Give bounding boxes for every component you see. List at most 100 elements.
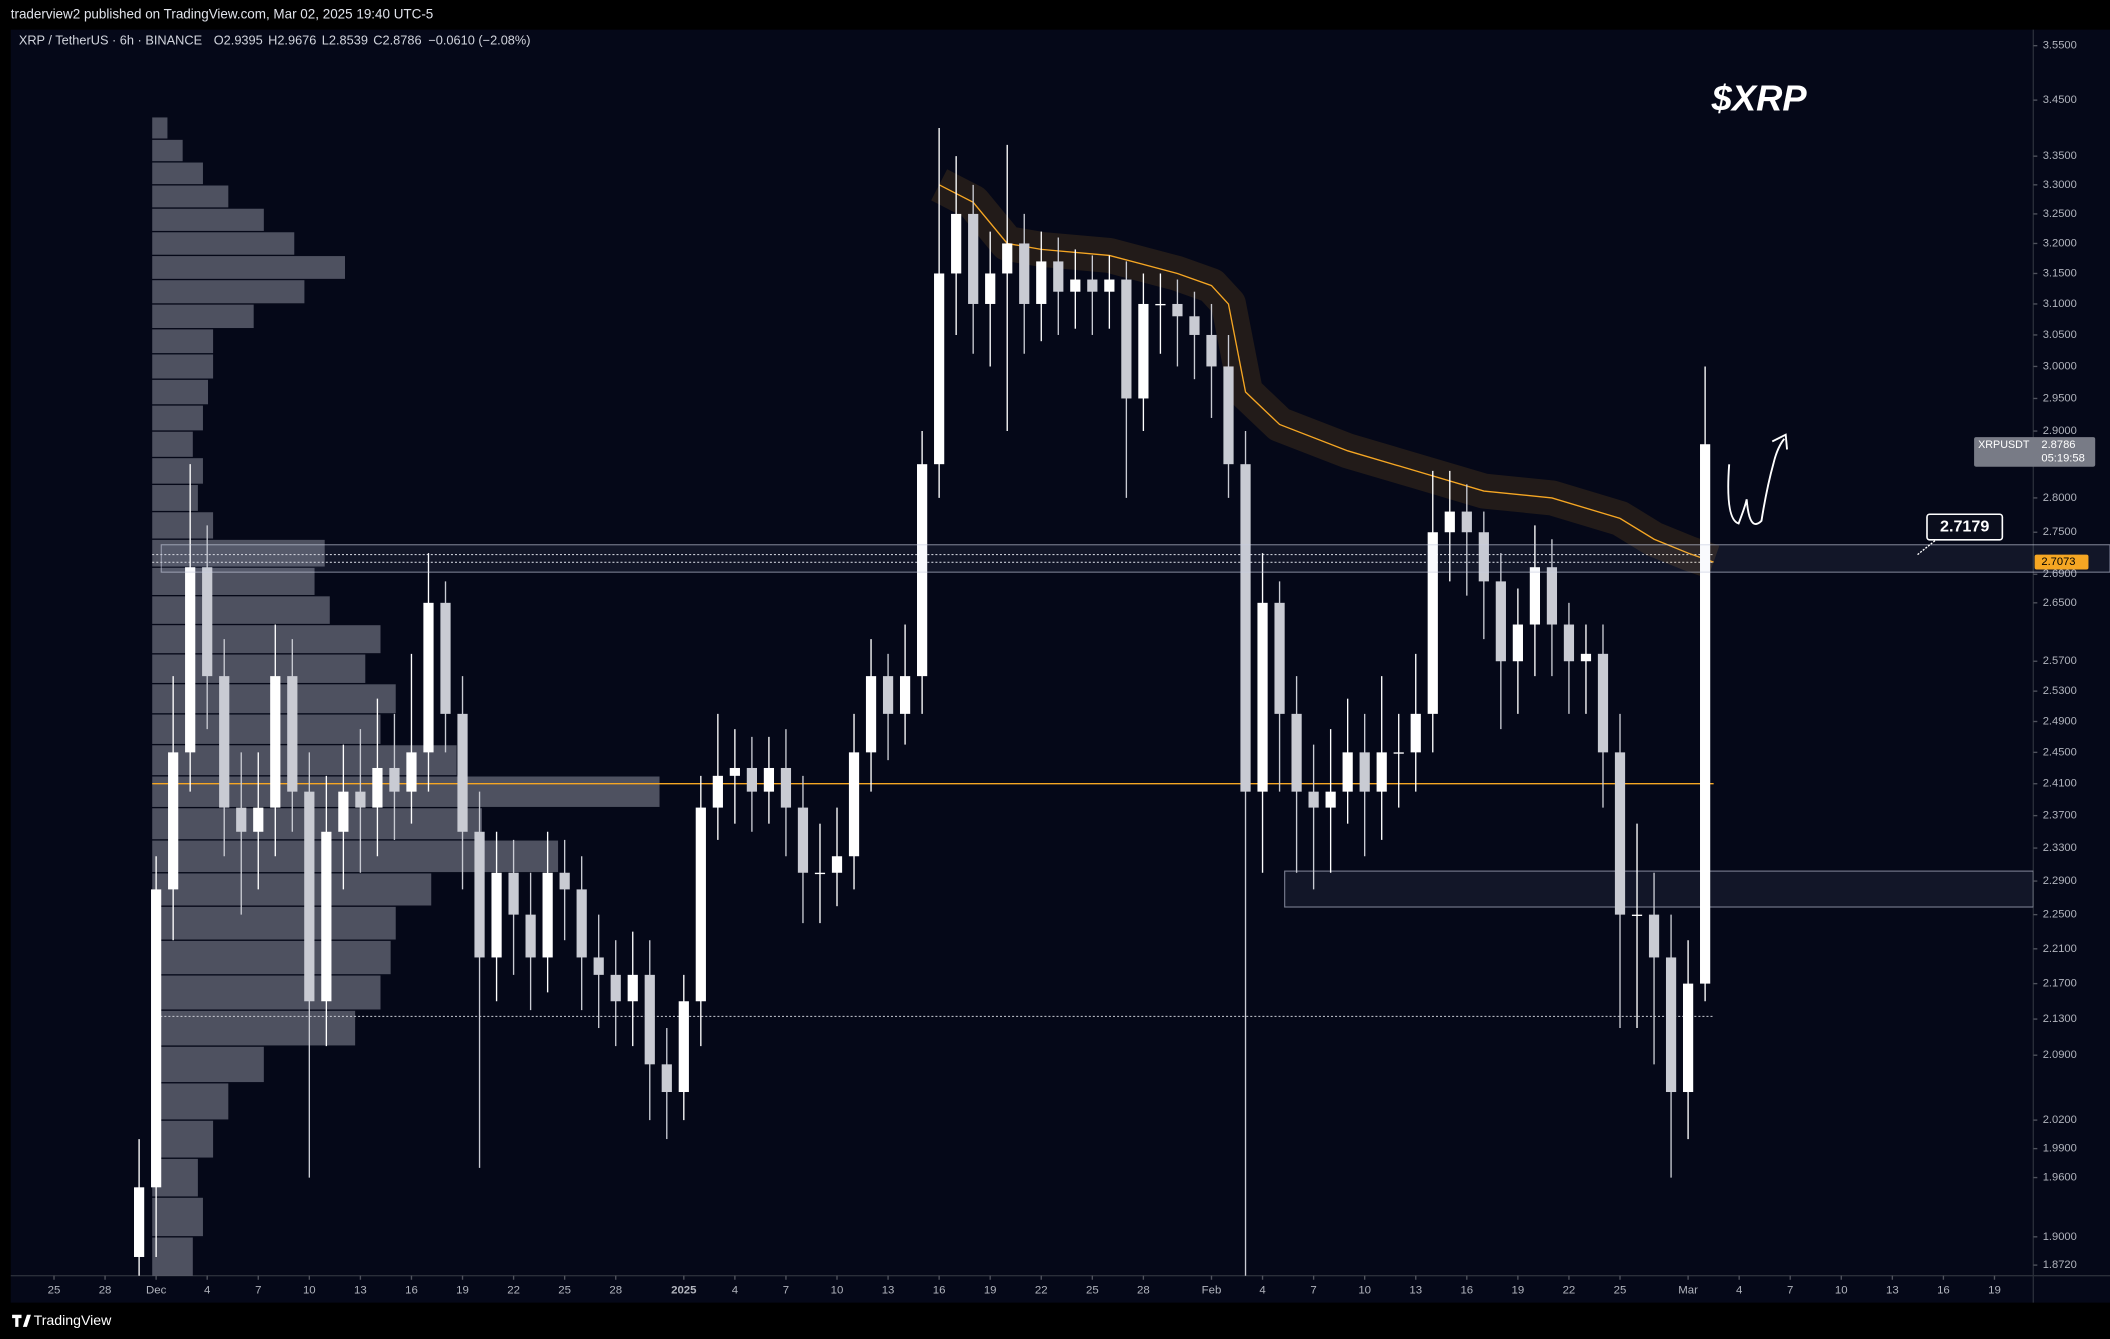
candle-body [934,273,945,465]
x-tick-label: 22 [1035,1285,1048,1297]
ohlc-value: 2.9395 [224,33,263,48]
x-tick-label: 25 [558,1285,571,1297]
x-tick-label: 19 [456,1285,469,1297]
candle-body [576,889,587,958]
candle-body [593,957,604,975]
volume-profile-bar [152,512,214,539]
candle-body [831,856,843,873]
candle-body [1427,532,1438,714]
candle-body [1155,303,1166,306]
y-tick-label: 2.2900 [2043,875,2077,887]
x-tick-label: Mar [1678,1285,1698,1297]
candle-body [1070,279,1081,292]
y-tick-label: 1.8720 [2043,1259,2077,1271]
volume-profile-bar [152,162,203,185]
volume-profile-bar [152,1197,203,1237]
volume-profile-bar [152,117,168,139]
volume-profile-bar [152,304,254,329]
candle-body [1495,581,1506,662]
x-tick-label: 25 [1614,1285,1627,1297]
y-tick-label: 2.5300 [2043,685,2077,697]
chart-title: $XRP [1711,78,1808,119]
y-tick-label: 2.7500 [2043,526,2077,538]
candle-body [253,807,264,832]
y-tick-label: 2.4100 [2043,778,2077,790]
y-tick-label: 2.0200 [2043,1114,2077,1126]
candle-body [1563,624,1575,662]
x-tick-label: 22 [1563,1285,1576,1297]
volume-profile-bar [152,485,198,511]
candle-body [1189,316,1200,335]
y-tick-label: 3.1000 [2043,298,2077,310]
countdown: 05:19:58 [2041,453,2084,465]
candle-body [525,914,536,958]
volume-profile-bar [152,1083,229,1120]
x-tick-label: 4 [1259,1285,1266,1297]
vwap-price-value: 2.7073 [2041,556,2075,568]
tv-logo [12,1314,31,1327]
candle-body [780,767,792,808]
y-tick-label: 2.4900 [2043,715,2077,727]
candle-body [423,602,434,753]
volume-profile-bar [152,431,193,457]
candle-body [270,676,281,808]
candle-body [321,831,332,1002]
x-tick-label: 4 [1736,1285,1743,1297]
candle-body [508,872,519,915]
candle-body [457,713,468,832]
volume-profile-bar [152,280,305,304]
candle-body [474,831,485,958]
volume-profile-bar [152,139,183,162]
y-tick-label: 3.2500 [2043,208,2077,220]
candle-body [968,213,979,304]
candle-body [882,676,894,714]
candle-body [1291,713,1302,792]
x-tick-label: 10 [303,1285,316,1297]
x-tick-label: 25 [48,1285,61,1297]
candle-body [951,213,962,274]
candle-body [440,602,451,714]
candle-body [1580,653,1592,662]
candle-body [1325,791,1336,808]
x-tick-label: 19 [984,1285,997,1297]
y-tick-label: 2.5700 [2043,655,2077,667]
y-tick-label: 2.2500 [2043,909,2077,921]
candle-body [491,872,502,958]
candle-body [746,767,758,792]
candle-body [1121,279,1132,399]
symbol: XRP / TetherUS · 6h · BINANCE [19,33,202,48]
candle-body [1444,511,1455,533]
candle-body [389,767,400,792]
x-tick-label: 25 [1086,1285,1099,1297]
candle-body [814,872,826,875]
ohlc-key: C [373,33,382,48]
y-tick-label: 2.0900 [2043,1049,2077,1061]
volume-profile-bar [152,808,482,840]
candle-body [1019,243,1030,304]
candle-body [1410,713,1421,753]
ohlc-value: 2.9676 [277,33,316,48]
x-tick-label: 7 [255,1285,261,1297]
volume-profile-bar [152,232,295,255]
candle-body [151,889,162,1188]
volume-profile-bar [152,458,203,484]
candle-body [695,807,706,1002]
candle-body [1614,752,1626,915]
candle-body [985,273,996,304]
candle-body [287,676,298,792]
volume-profile-bar [152,776,660,807]
footer: TradingView [12,1312,112,1328]
x-tick-label: 16 [1937,1285,1950,1297]
candle-body [610,974,621,1002]
candle-body [1342,752,1353,792]
y-tick-label: 1.9000 [2043,1231,2077,1243]
candle-body [729,767,740,776]
y-tick-label: 3.0000 [2043,360,2077,372]
x-tick-label: 28 [99,1285,112,1297]
volume-profile-bar [152,840,559,873]
x-tick-label: 7 [1310,1285,1316,1297]
volume-profile-bar [152,1046,264,1083]
x-tick-label: Dec [146,1285,167,1297]
volume-profile-bar [152,208,264,231]
